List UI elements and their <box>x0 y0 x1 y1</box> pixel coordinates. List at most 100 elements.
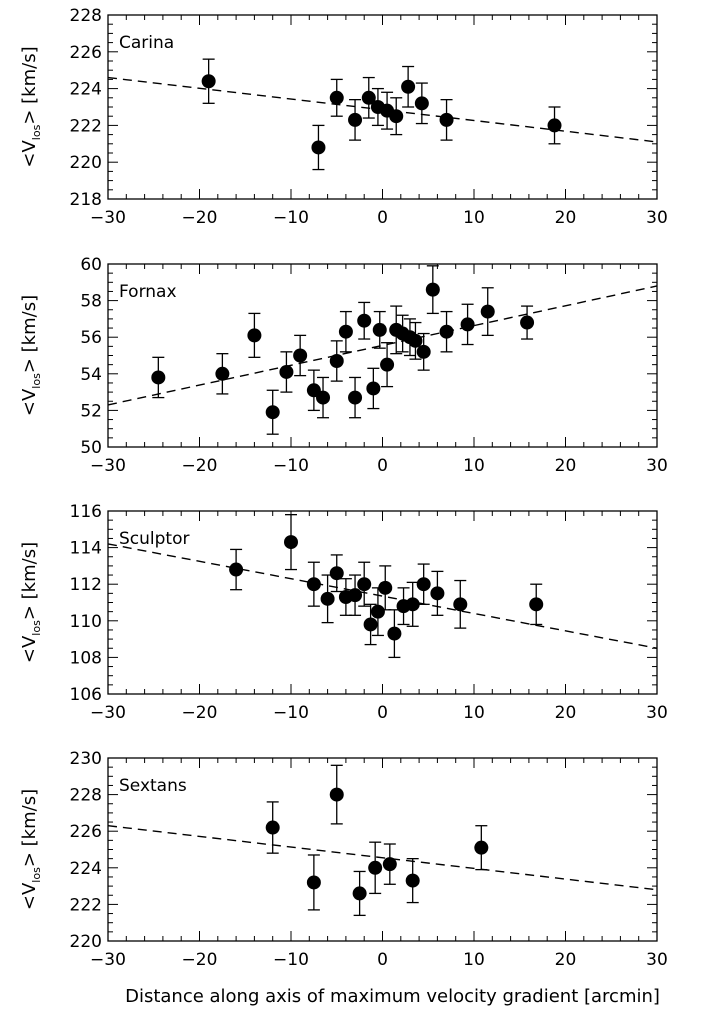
x-tick-label: −10 <box>273 703 309 723</box>
x-tick-label: −10 <box>273 950 309 970</box>
y-tick-label: 112 <box>70 575 102 595</box>
data-marker <box>306 577 321 592</box>
data-point <box>439 310 454 353</box>
data-marker <box>215 366 230 381</box>
data-point <box>401 65 416 108</box>
x-tick-label: 30 <box>646 703 668 723</box>
y-axis-label: <Vlos> [km/s] <box>19 46 43 167</box>
data-point <box>215 353 230 395</box>
data-marker <box>151 370 166 385</box>
data-point <box>368 841 383 895</box>
y-tick-label: 218 <box>70 190 102 210</box>
data-point <box>357 301 372 340</box>
data-point <box>439 98 454 141</box>
data-marker <box>389 109 404 124</box>
data-marker <box>382 857 397 872</box>
y-axis-label-subscript: los <box>30 124 43 140</box>
panel-label: Fornax <box>119 282 177 302</box>
panel-carina: −30 −20 −10 0 10 20 30 218 220 222 224 226 228 <Vlos>… <box>19 6 668 228</box>
y-axis-label: <Vlos> [km/s] <box>19 295 43 416</box>
data-marker <box>416 577 431 592</box>
data-point <box>405 581 420 627</box>
x-tick-label: −20 <box>182 950 218 970</box>
y-tick-label: 226 <box>70 43 102 63</box>
x-tick-label: −30 <box>90 703 126 723</box>
data-marker <box>348 588 363 603</box>
data-marker <box>329 787 344 802</box>
data-marker <box>439 324 454 339</box>
data-point <box>352 870 367 917</box>
y-tick-label: 50 <box>80 438 102 458</box>
data-marker <box>401 79 416 94</box>
data-point <box>430 570 445 616</box>
data-marker <box>316 390 331 405</box>
x-tick-label: −10 <box>273 456 309 476</box>
data-point <box>329 78 344 117</box>
data-point <box>414 82 429 125</box>
data-point <box>348 98 363 141</box>
data-point <box>329 764 344 825</box>
x-tick-label: 0 <box>377 208 388 228</box>
data-marker <box>311 140 326 155</box>
x-tick-label: 20 <box>555 703 577 723</box>
x-tick-label: 10 <box>463 703 485 723</box>
panel-sextans: −30 −20 −10 0 10 20 30 220 222 224 226 228 230 <Vlos>… <box>19 749 668 970</box>
data-point <box>363 603 378 646</box>
y-tick-label: 110 <box>70 612 102 632</box>
data-point <box>329 554 344 593</box>
x-tick-label: −30 <box>90 950 126 970</box>
y-tick-label: 108 <box>70 648 102 668</box>
data-point <box>405 858 420 904</box>
x-tick-label: 0 <box>377 950 388 970</box>
data-point <box>396 587 411 626</box>
data-marker <box>460 317 475 332</box>
data-point <box>366 367 381 410</box>
data-marker <box>439 112 454 127</box>
data-marker <box>378 580 393 595</box>
x-tick-label: 30 <box>646 208 668 228</box>
data-marker <box>329 90 344 105</box>
y-axis-label-main: <V <box>19 635 40 663</box>
y-axis-label-subscript: los <box>30 373 43 389</box>
y-tick-label: 106 <box>70 685 102 705</box>
data-marker <box>520 315 535 330</box>
y-axis-label: <Vlos> [km/s] <box>19 542 43 663</box>
panel-label: Sextans <box>119 776 187 796</box>
data-point <box>306 561 321 607</box>
panel-fornax: −30 −20 −10 0 10 20 30 50 52 54 56 58 60 <Vlos> [km/s… <box>19 255 668 476</box>
data-point <box>378 565 393 611</box>
data-marker <box>265 405 280 420</box>
data-point <box>265 801 280 854</box>
data-point <box>460 303 475 346</box>
data-marker <box>357 577 372 592</box>
data-point <box>293 334 308 377</box>
data-point <box>529 583 544 626</box>
y-tick-label: 228 <box>70 6 102 26</box>
data-point <box>316 376 331 419</box>
x-tick-label: −20 <box>182 703 218 723</box>
fit-line <box>107 825 658 891</box>
data-marker <box>338 324 353 339</box>
y-tick-label: 116 <box>70 502 102 522</box>
data-point <box>387 609 402 659</box>
data-point <box>229 548 244 591</box>
y-tick-label: 224 <box>70 80 102 100</box>
data-marker <box>414 96 429 111</box>
panel-label: Sculptor <box>119 529 189 549</box>
data-point <box>474 825 489 871</box>
y-tick-label: 224 <box>70 859 102 879</box>
data-marker <box>480 304 495 319</box>
y-tick-label: 222 <box>70 895 102 915</box>
data-point <box>408 321 423 360</box>
data-point <box>425 265 440 315</box>
data-point <box>306 854 321 911</box>
data-point <box>416 332 431 371</box>
data-marker <box>320 591 335 606</box>
x-tick-label: 30 <box>646 950 668 970</box>
data-marker <box>306 875 321 890</box>
data-point <box>380 342 395 388</box>
data-marker <box>368 860 383 875</box>
data-point <box>480 287 495 337</box>
y-axis-label-subscript: los <box>30 867 43 883</box>
x-tick-label: 10 <box>463 456 485 476</box>
